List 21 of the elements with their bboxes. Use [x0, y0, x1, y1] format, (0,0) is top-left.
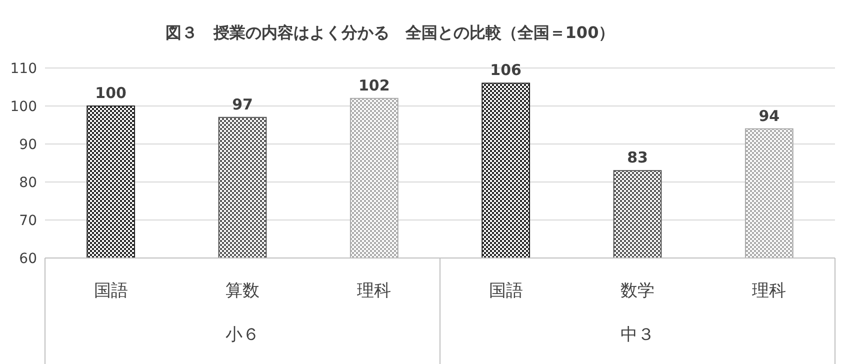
y-tick-label: 100 — [10, 99, 37, 115]
text: 小６ — [226, 325, 260, 345]
data-label: 83 — [627, 148, 648, 167]
data-label: 102 — [358, 76, 390, 94]
y-tick-label: 60 — [19, 251, 37, 267]
x-tick-label: 理科 — [357, 281, 392, 301]
data-label: 100 — [95, 84, 126, 102]
y-tick-label: 90 — [19, 137, 37, 153]
x-tick-label: 数学 — [620, 281, 654, 301]
x-tick-label: 理科 — [752, 281, 786, 301]
x-tick-label: 国語 — [94, 281, 128, 301]
y-tick-label: 70 — [19, 213, 37, 229]
y-tick-label: 80 — [19, 175, 37, 191]
x-tick-label: 算数 — [226, 281, 260, 301]
text: 中３ — [620, 325, 654, 345]
y-tick-label: 110 — [10, 61, 37, 77]
chart-title: 図３ 授業の内容はよく分かる 全国との比較（全国＝100） — [165, 23, 615, 42]
data-label: 94 — [758, 106, 780, 125]
data-label: 106 — [490, 61, 522, 80]
data-label: 97 — [232, 95, 253, 114]
x-tick-label: 国語 — [488, 281, 523, 301]
